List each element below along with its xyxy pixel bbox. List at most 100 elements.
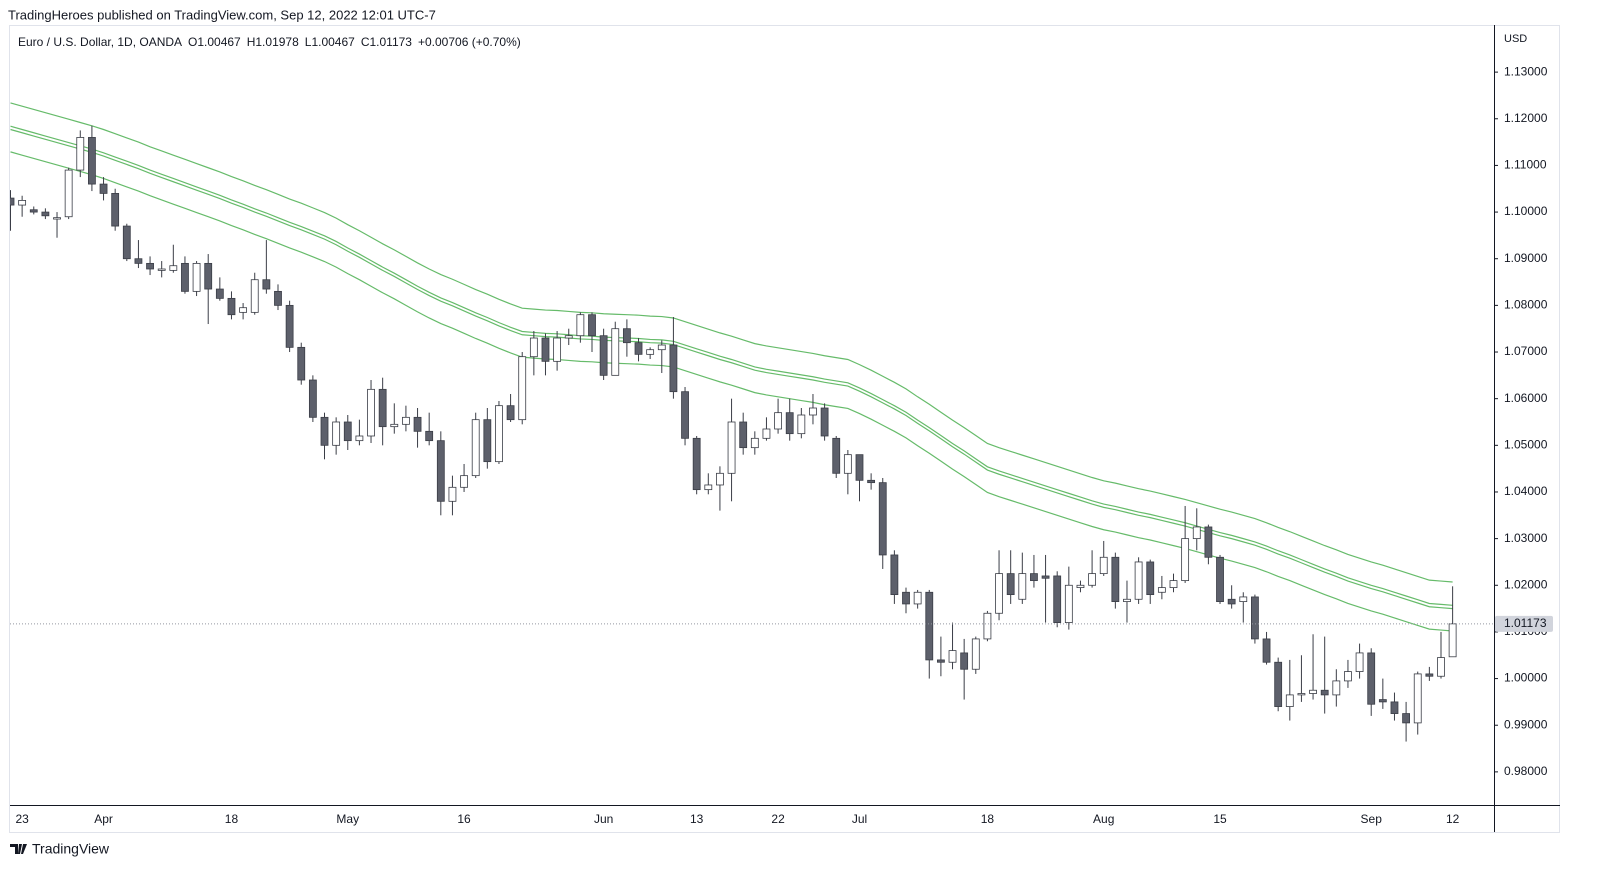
candle-body [890,554,899,596]
candle-body [390,423,399,428]
candle-body [1076,584,1085,589]
y-tick-label: 1.04000 [1504,484,1548,498]
candle-body [111,193,120,227]
candle-body [355,435,364,442]
candle-body [681,391,689,439]
candle-body [239,307,248,313]
candle-body [483,419,492,463]
candle-body [10,197,15,206]
candle-body [541,337,550,362]
candle-body [495,405,503,463]
candle-body [1181,538,1190,582]
ohlc-label: L1.00467 [305,35,355,49]
candle-body [1111,556,1120,603]
y-tick-label: 1.11000 [1504,158,1547,172]
candle-body [215,288,224,299]
candle-body [53,217,61,220]
candle-body [1344,671,1352,682]
candle-body [1402,713,1410,724]
candle-body [553,337,562,362]
candle-body [669,344,678,393]
candle-body [76,137,85,171]
candle-body [937,659,945,663]
candle-body [64,169,73,218]
candle-body [1006,573,1015,596]
last-price-box [1495,615,1553,632]
candle-body [867,479,876,484]
candle-body [564,335,573,339]
y-tick-label: 1.07000 [1504,344,1548,358]
candle-body [518,356,527,421]
candle-body [739,421,748,449]
candle-body [1309,689,1317,694]
y-tick-label: 1.02000 [1504,577,1548,591]
candle-body [843,454,852,474]
candle-body [367,388,375,437]
candle-body [471,419,480,477]
brand-name: TradingView [32,841,110,857]
ohlc-label: C1.01173 [361,35,412,49]
ohlc-label: H1.01978 [247,35,299,49]
candle-body [1332,680,1341,696]
candle-body [1367,652,1376,705]
y-tick-label: 0.98000 [1504,764,1548,778]
candle-body [506,405,515,421]
candle-body [1437,657,1445,677]
candle-body [1169,580,1178,589]
candle-body [460,475,468,488]
y-tick-label: 1.09000 [1504,251,1548,265]
candle-body [250,279,259,313]
symbol-title: Euro / U.S. Dollar, 1D, OANDA [18,35,182,49]
candle-body [1216,556,1224,603]
candle-body [878,482,887,556]
candle-body [1251,596,1259,640]
x-tick-label: 23 [15,812,29,826]
ma-line [10,125,1453,606]
candle-body [1146,561,1155,596]
x-tick-label: 15 [1213,812,1227,826]
candle-body [634,342,643,355]
candle-body [599,335,608,376]
x-tick-label: 16 [457,812,471,826]
x-tick-label: May [336,812,359,826]
candle-body [1134,561,1143,600]
publisher-line: TradingHeroes published on TradingView.c… [8,7,436,22]
candle-body [1320,689,1329,696]
candle-body [1123,598,1131,603]
y-tick-label: 1.03000 [1504,531,1548,545]
candle-body [1297,693,1306,696]
candle-body [1053,575,1062,623]
y-tick-label: 1.06000 [1504,391,1548,405]
x-tick-label: 12 [1446,812,1460,826]
x-tick-label: Jun [594,812,613,826]
candle-body [99,183,108,194]
candle-body [902,591,910,605]
candle-body [436,440,445,502]
candle-body [1192,526,1201,540]
candle-body [1355,652,1364,672]
candle-body [971,638,980,670]
candle-body [611,328,620,376]
candle-body [692,437,701,491]
candle-body [181,262,189,292]
ma-line [10,151,1453,632]
candle-body [122,225,131,260]
candle-body [1018,573,1027,600]
candle-body [402,416,410,425]
candle-body [1285,694,1294,707]
candle-body [762,428,771,439]
candle-body [18,200,27,206]
candle-body [809,407,817,416]
candle-body [716,472,724,486]
candle-body [1239,596,1248,603]
candle-body [832,437,841,474]
candle-body [1448,623,1457,658]
candle-body [983,612,992,640]
candle-body [1413,673,1422,724]
candle-body [657,344,666,351]
candle-body [529,337,538,358]
candle-body [227,297,236,316]
candle-body [29,209,38,213]
